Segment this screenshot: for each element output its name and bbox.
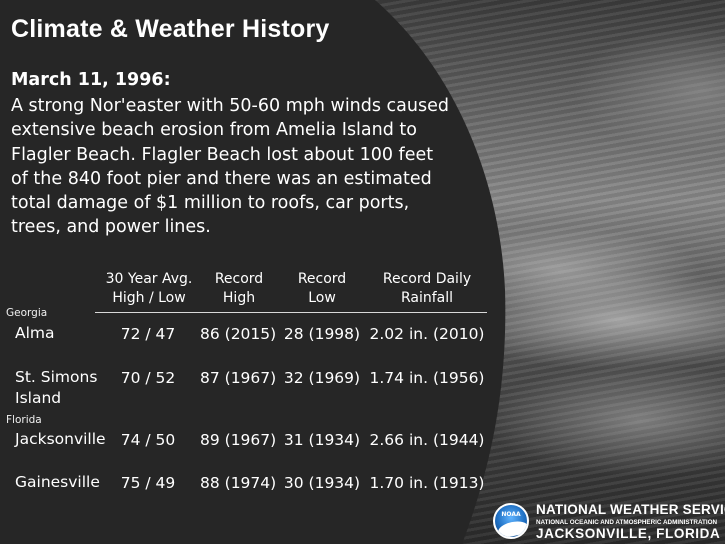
header-divider xyxy=(95,312,487,313)
city-name: Alma xyxy=(15,323,55,344)
cell-rainfall: 1.70 in. (1913) xyxy=(369,474,485,492)
cell-record-low: 28 (1998) xyxy=(283,325,361,343)
event-date: March 11, 1996: xyxy=(11,70,171,90)
cell-record-low: 32 (1969) xyxy=(283,369,361,387)
header-30yr-avg: 30 Year Avg. High / Low xyxy=(98,270,200,308)
cell-record-low: 31 (1934) xyxy=(283,431,361,449)
header-record-low-line2: Low xyxy=(308,290,336,306)
header-record-rainfall: Record Daily Rainfall xyxy=(366,270,488,308)
city-name-line: Jacksonville xyxy=(15,430,106,448)
city-name-line: Gainesville xyxy=(15,473,100,491)
state-label-georgia: Georgia xyxy=(6,307,48,319)
cell-record-low: 30 (1934) xyxy=(283,474,361,492)
city-name: Jacksonville xyxy=(15,429,106,450)
nws-name: NATIONAL WEATHER SERVICE xyxy=(536,502,725,517)
header-record-rainfall-line1: Record Daily xyxy=(382,271,472,287)
cell-record-high: 88 (1974) xyxy=(200,474,277,492)
cell-avg: 70 / 52 xyxy=(120,369,176,387)
header-record-low-line1: Record xyxy=(297,271,347,287)
noaa-logo-icon: NOAA xyxy=(493,503,529,539)
city-name: St. Simons Island xyxy=(15,367,97,409)
cell-avg: 72 / 47 xyxy=(120,325,176,343)
header-record-rainfall-line2: Rainfall xyxy=(400,290,454,306)
noaa-logo-text: NOAA xyxy=(501,511,521,518)
noaa-name: NATIONAL OCEANIC AND ATMOSPHERIC ADMINIS… xyxy=(536,519,718,526)
header-record-high-line2: High xyxy=(222,290,256,306)
header-record-high: Record High xyxy=(204,270,274,308)
cell-rainfall: 2.02 in. (2010) xyxy=(369,325,485,343)
cell-record-high: 87 (1967) xyxy=(200,369,277,387)
page-title: Climate & Weather History xyxy=(11,15,330,43)
cell-rainfall: 1.74 in. (1956) xyxy=(369,369,485,387)
city-name: Gainesville xyxy=(15,472,100,493)
cell-avg: 74 / 50 xyxy=(120,431,176,449)
header-record-low: Record Low xyxy=(286,270,358,308)
event-description: A strong Nor'easter with 50-60 mph winds… xyxy=(11,96,449,238)
header-30yr-avg-line2: High / Low xyxy=(112,290,186,306)
header-record-high-line1: Record xyxy=(214,271,264,287)
city-name-line: Alma xyxy=(15,324,55,342)
city-name-line: St. Simons xyxy=(15,368,98,386)
cell-rainfall: 2.66 in. (1944) xyxy=(369,431,485,449)
state-label-florida: Florida xyxy=(6,414,42,426)
cell-record-high: 86 (2015) xyxy=(200,325,277,343)
city-name-line: Island xyxy=(15,389,62,407)
cell-avg: 75 / 49 xyxy=(120,474,176,492)
cell-record-high: 89 (1967) xyxy=(200,431,277,449)
nws-office: JACKSONVILLE, FLORIDA xyxy=(536,526,721,541)
header-30yr-avg-line1: 30 Year Avg. xyxy=(105,271,193,287)
